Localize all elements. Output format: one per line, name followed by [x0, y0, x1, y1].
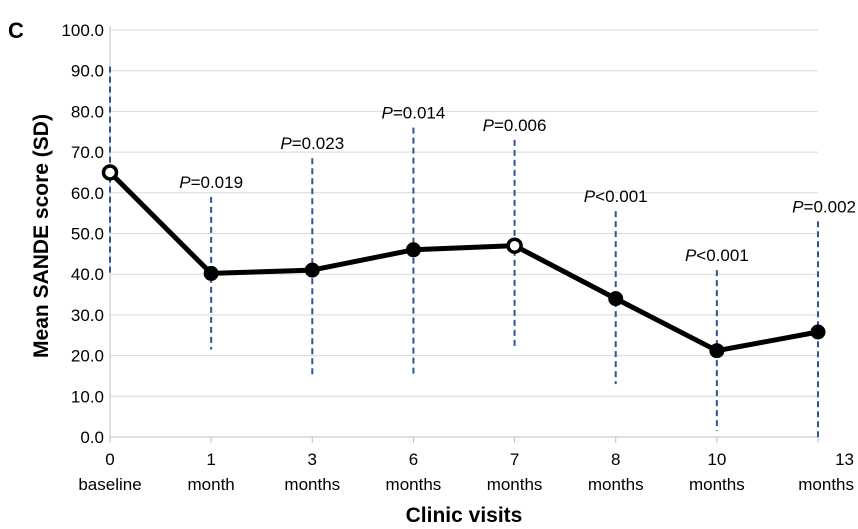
x-tick-unit: months	[588, 475, 644, 494]
p-value-label: P<0.001	[584, 187, 648, 206]
y-tick-label: 100.0	[61, 21, 104, 40]
x-tick-number: 1	[206, 450, 215, 469]
p-value-label: P=0.002	[792, 197, 856, 216]
data-point	[810, 324, 826, 340]
x-tick-unit: baseline	[78, 475, 141, 494]
data-point	[304, 262, 320, 278]
x-axis-title: Clinic visits	[406, 504, 523, 527]
p-value-annotations: P=0.019 P=0.023 P=0.014 P=0.006 P<0.001 P<0.0…	[179, 104, 856, 265]
data-point	[608, 291, 624, 307]
p-value-label: P=0.006	[483, 116, 547, 135]
x-tick-number: 8	[611, 450, 620, 469]
data-point	[405, 242, 421, 258]
p-value-label: P<0.001	[685, 246, 749, 265]
y-tick-label: 40.0	[71, 265, 104, 284]
data-point-open	[506, 237, 523, 254]
x-tick-unit: months	[386, 475, 442, 494]
x-tick-number: 10	[707, 450, 726, 469]
y-axis-tick-labels: 0.0 10.0 20.0 30.0 40.0 50.0 60.0 70.0 80.0 90.0 1…	[61, 21, 104, 447]
y-tick-label: 30.0	[71, 306, 104, 325]
y-tick-label: 90.0	[71, 62, 104, 81]
x-tick-number: 3	[308, 450, 317, 469]
y-tick-label: 50.0	[71, 225, 104, 244]
x-tick-number: 6	[409, 450, 418, 469]
gridlines	[110, 29, 818, 397]
data-markers	[101, 164, 826, 359]
data-point-open	[101, 164, 119, 181]
y-tick-label: 20.0	[71, 347, 104, 366]
x-tick-number: 13	[835, 450, 854, 469]
x-tick-number: 0	[105, 450, 114, 469]
x-tick-number: 7	[510, 450, 519, 469]
x-axis: 0 baseline 1 month 3 months 6 months 7 months 8 mon…	[78, 26, 854, 494]
x-tick-unit: months	[284, 475, 340, 494]
p-value-label: P=0.014	[382, 104, 446, 123]
x-tick-unit: months	[798, 475, 854, 494]
y-tick-label: 60.0	[71, 184, 104, 203]
x-tick-unit: month	[188, 475, 235, 494]
x-tick-unit: months	[689, 475, 745, 494]
series-line-path	[108, 170, 819, 354]
series-line	[108, 170, 819, 354]
y-tick-label: 0.0	[80, 428, 104, 447]
y-axis-title: Mean SANDE score (SD)	[30, 114, 53, 358]
y-tick-label: 70.0	[71, 143, 104, 162]
x-tick-unit: months	[487, 475, 543, 494]
p-value-label: P=0.023	[280, 134, 344, 153]
y-tick-label: 10.0	[71, 387, 104, 406]
p-value-label: P=0.019	[179, 173, 243, 192]
panel-letter: C	[8, 18, 24, 43]
data-point	[709, 343, 725, 359]
y-tick-label: 80.0	[71, 102, 104, 121]
data-point	[203, 265, 219, 281]
